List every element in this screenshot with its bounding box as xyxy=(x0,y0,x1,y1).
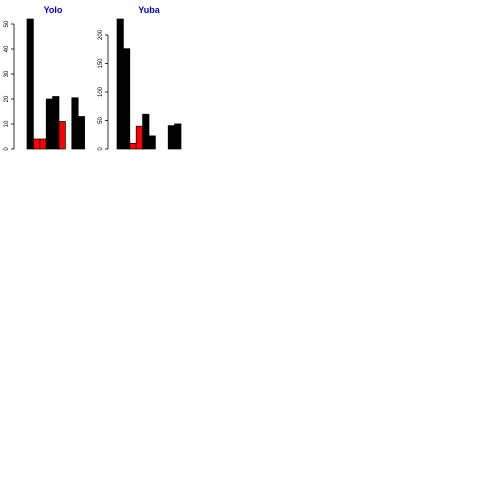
y-tick-label: 40 xyxy=(4,45,10,52)
bar xyxy=(77,116,85,150)
bar xyxy=(142,113,150,150)
chart-panel-yolo: Yolo 0 10 20 30 40 50 xyxy=(4,5,85,151)
bar xyxy=(58,121,66,150)
bar xyxy=(129,142,137,150)
bar xyxy=(116,18,124,150)
bar xyxy=(45,98,53,150)
y-tick-label: 50 xyxy=(4,20,10,27)
bar xyxy=(33,138,41,150)
y-tick-label: 30 xyxy=(4,70,10,77)
bar xyxy=(135,125,143,150)
chart-title: Yolo xyxy=(44,5,63,15)
bar xyxy=(39,138,47,150)
bar xyxy=(148,135,156,150)
y-tick-label: 100 xyxy=(98,86,104,97)
chart-panel-yuba: Yuba 0 50 100 150 200 xyxy=(98,5,182,151)
bar xyxy=(174,123,182,150)
bar xyxy=(26,18,34,150)
y-tick-label: 150 xyxy=(98,58,104,69)
y-tick-label: 200 xyxy=(98,29,104,40)
y-tick-label: 0 xyxy=(98,147,104,151)
bar xyxy=(123,48,131,150)
bar xyxy=(52,96,60,150)
y-tick-label: 0 xyxy=(4,147,10,151)
bar xyxy=(71,97,79,150)
y-tick-label: 50 xyxy=(98,116,104,123)
bar xyxy=(167,125,175,150)
chart-title: Yuba xyxy=(138,5,161,15)
y-tick-label: 10 xyxy=(4,120,10,127)
y-tick-label: 20 xyxy=(4,95,10,102)
